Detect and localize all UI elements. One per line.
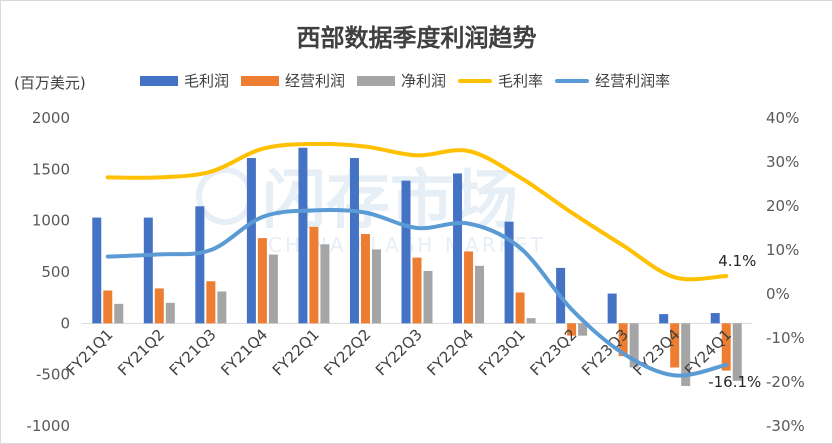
legend-swatch-gross-profit [140, 75, 178, 86]
watermark-logo-icon [196, 167, 254, 225]
bar-operating-profit [257, 238, 267, 324]
bar-operating-profit [154, 288, 164, 324]
x-axis-tick-label: FY23Q1 [475, 325, 529, 379]
bar-net-profit [681, 323, 691, 386]
y2-axis-tick-label: -30% [766, 417, 805, 435]
bar-operating-profit [515, 292, 525, 324]
bar-gross-profit [659, 314, 669, 324]
x-axis-tick-label: FY21Q3 [166, 325, 220, 379]
bar-net-profit [165, 302, 175, 324]
chart-legend: 毛利润 经营利润 净利润 毛利率 经营利润率 [140, 70, 682, 91]
x-axis-tick-label: FY22Q4 [423, 325, 477, 379]
bar-gross-profit [246, 158, 256, 324]
y-axis-unit-label: (百万美元) [14, 74, 86, 92]
bar-net-profit [268, 254, 278, 324]
y2-axis-tick-label: 10% [766, 241, 799, 259]
x-axis-tick-label: FY22Q3 [372, 325, 426, 379]
bar-gross-profit [349, 158, 359, 324]
bar-net-profit [526, 318, 536, 324]
bar-gross-profit [504, 221, 514, 324]
bar-operating-profit [309, 226, 319, 324]
bar-net-profit [320, 244, 330, 324]
legend-label-operating-profit: 经营利润 [285, 72, 346, 90]
legend-item-gross-margin: 毛利率 [458, 70, 543, 91]
y-axis-tick-label: -1000 [26, 417, 70, 435]
data-label: 4.1% [718, 252, 756, 270]
bar-net-profit [217, 291, 227, 324]
bar-net-profit [475, 265, 485, 324]
bar-gross-profit [143, 217, 153, 324]
bar-net-profit [423, 270, 433, 324]
chart-title: 西部数据季度利润趋势 [296, 24, 537, 52]
bar-operating-profit [721, 323, 731, 371]
legend-swatch-gross-margin [458, 78, 493, 83]
legend-swatch-operating-profit [241, 75, 280, 86]
legend-label-net-profit: 净利润 [401, 72, 447, 90]
bar-operating-profit [412, 257, 422, 324]
x-axis-tick-label: FY21Q1 [63, 325, 117, 379]
legend-label-operating-margin: 经营利润率 [595, 72, 671, 90]
bar-operating-profit [618, 323, 628, 357]
y-axis-tick-label: 1500 [32, 160, 70, 178]
bar-gross-profit [92, 217, 102, 324]
bar-gross-profit [607, 293, 617, 324]
bar-gross-profit [298, 147, 308, 324]
bar-operating-profit [567, 323, 577, 336]
bar-operating-profit [360, 234, 370, 324]
y-axis-tick-label: 0 [60, 314, 70, 332]
legend-item-operating-margin: 经营利润率 [555, 70, 670, 91]
bar-operating-profit [206, 281, 216, 324]
y2-axis-tick-label: -20% [766, 373, 805, 391]
bar-gross-profit [195, 206, 205, 324]
x-axis-tick-label: FY22Q1 [269, 325, 323, 379]
line-gross-margin [105, 141, 729, 282]
bar-net-profit [629, 323, 639, 368]
y2-axis-tick-label: 20% [766, 197, 799, 215]
y-axis-tick-label: 500 [41, 263, 70, 281]
legend-item-operating-profit: 经营利润 [241, 70, 345, 91]
x-axis-tick-label: FY21Q2 [114, 325, 168, 379]
bar-gross-profit [710, 313, 720, 324]
bar-operating-profit [670, 323, 680, 368]
y-axis-tick-label: 1000 [32, 212, 70, 230]
x-axis-tick-label: FY21Q4 [217, 325, 271, 379]
y2-axis-tick-label: 30% [766, 153, 799, 171]
y2-axis-tick-label: 40% [766, 109, 799, 127]
legend-item-net-profit: 净利润 [357, 70, 446, 91]
bar-net-profit [732, 323, 742, 381]
y2-axis-tick-label: -10% [766, 329, 805, 347]
legend-label-gross-profit: 毛利润 [184, 72, 230, 90]
bar-gross-profit [401, 180, 411, 324]
x-axis-tick-label: FY23Q2 [527, 325, 581, 379]
legend-item-gross-profit: 毛利润 [140, 70, 229, 91]
y-axis-tick-label: 2000 [32, 109, 70, 127]
bar-operating-profit [103, 290, 113, 324]
x-axis-tick-label: FY22Q2 [320, 325, 374, 379]
legend-label-gross-margin: 毛利率 [498, 72, 544, 90]
bar-net-profit [114, 303, 124, 324]
bar-net-profit [371, 249, 381, 324]
bar-net-profit [578, 323, 588, 336]
y-axis-tick-label: -500 [36, 366, 70, 384]
data-label: -16.1% [708, 373, 761, 391]
bar-operating-profit [464, 251, 474, 324]
legend-swatch-net-profit [357, 75, 396, 86]
line-operating-margin [105, 208, 729, 378]
bar-gross-profit [453, 173, 463, 324]
y2-axis-tick-label: 0% [766, 285, 790, 303]
legend-swatch-operating-margin [555, 78, 590, 83]
